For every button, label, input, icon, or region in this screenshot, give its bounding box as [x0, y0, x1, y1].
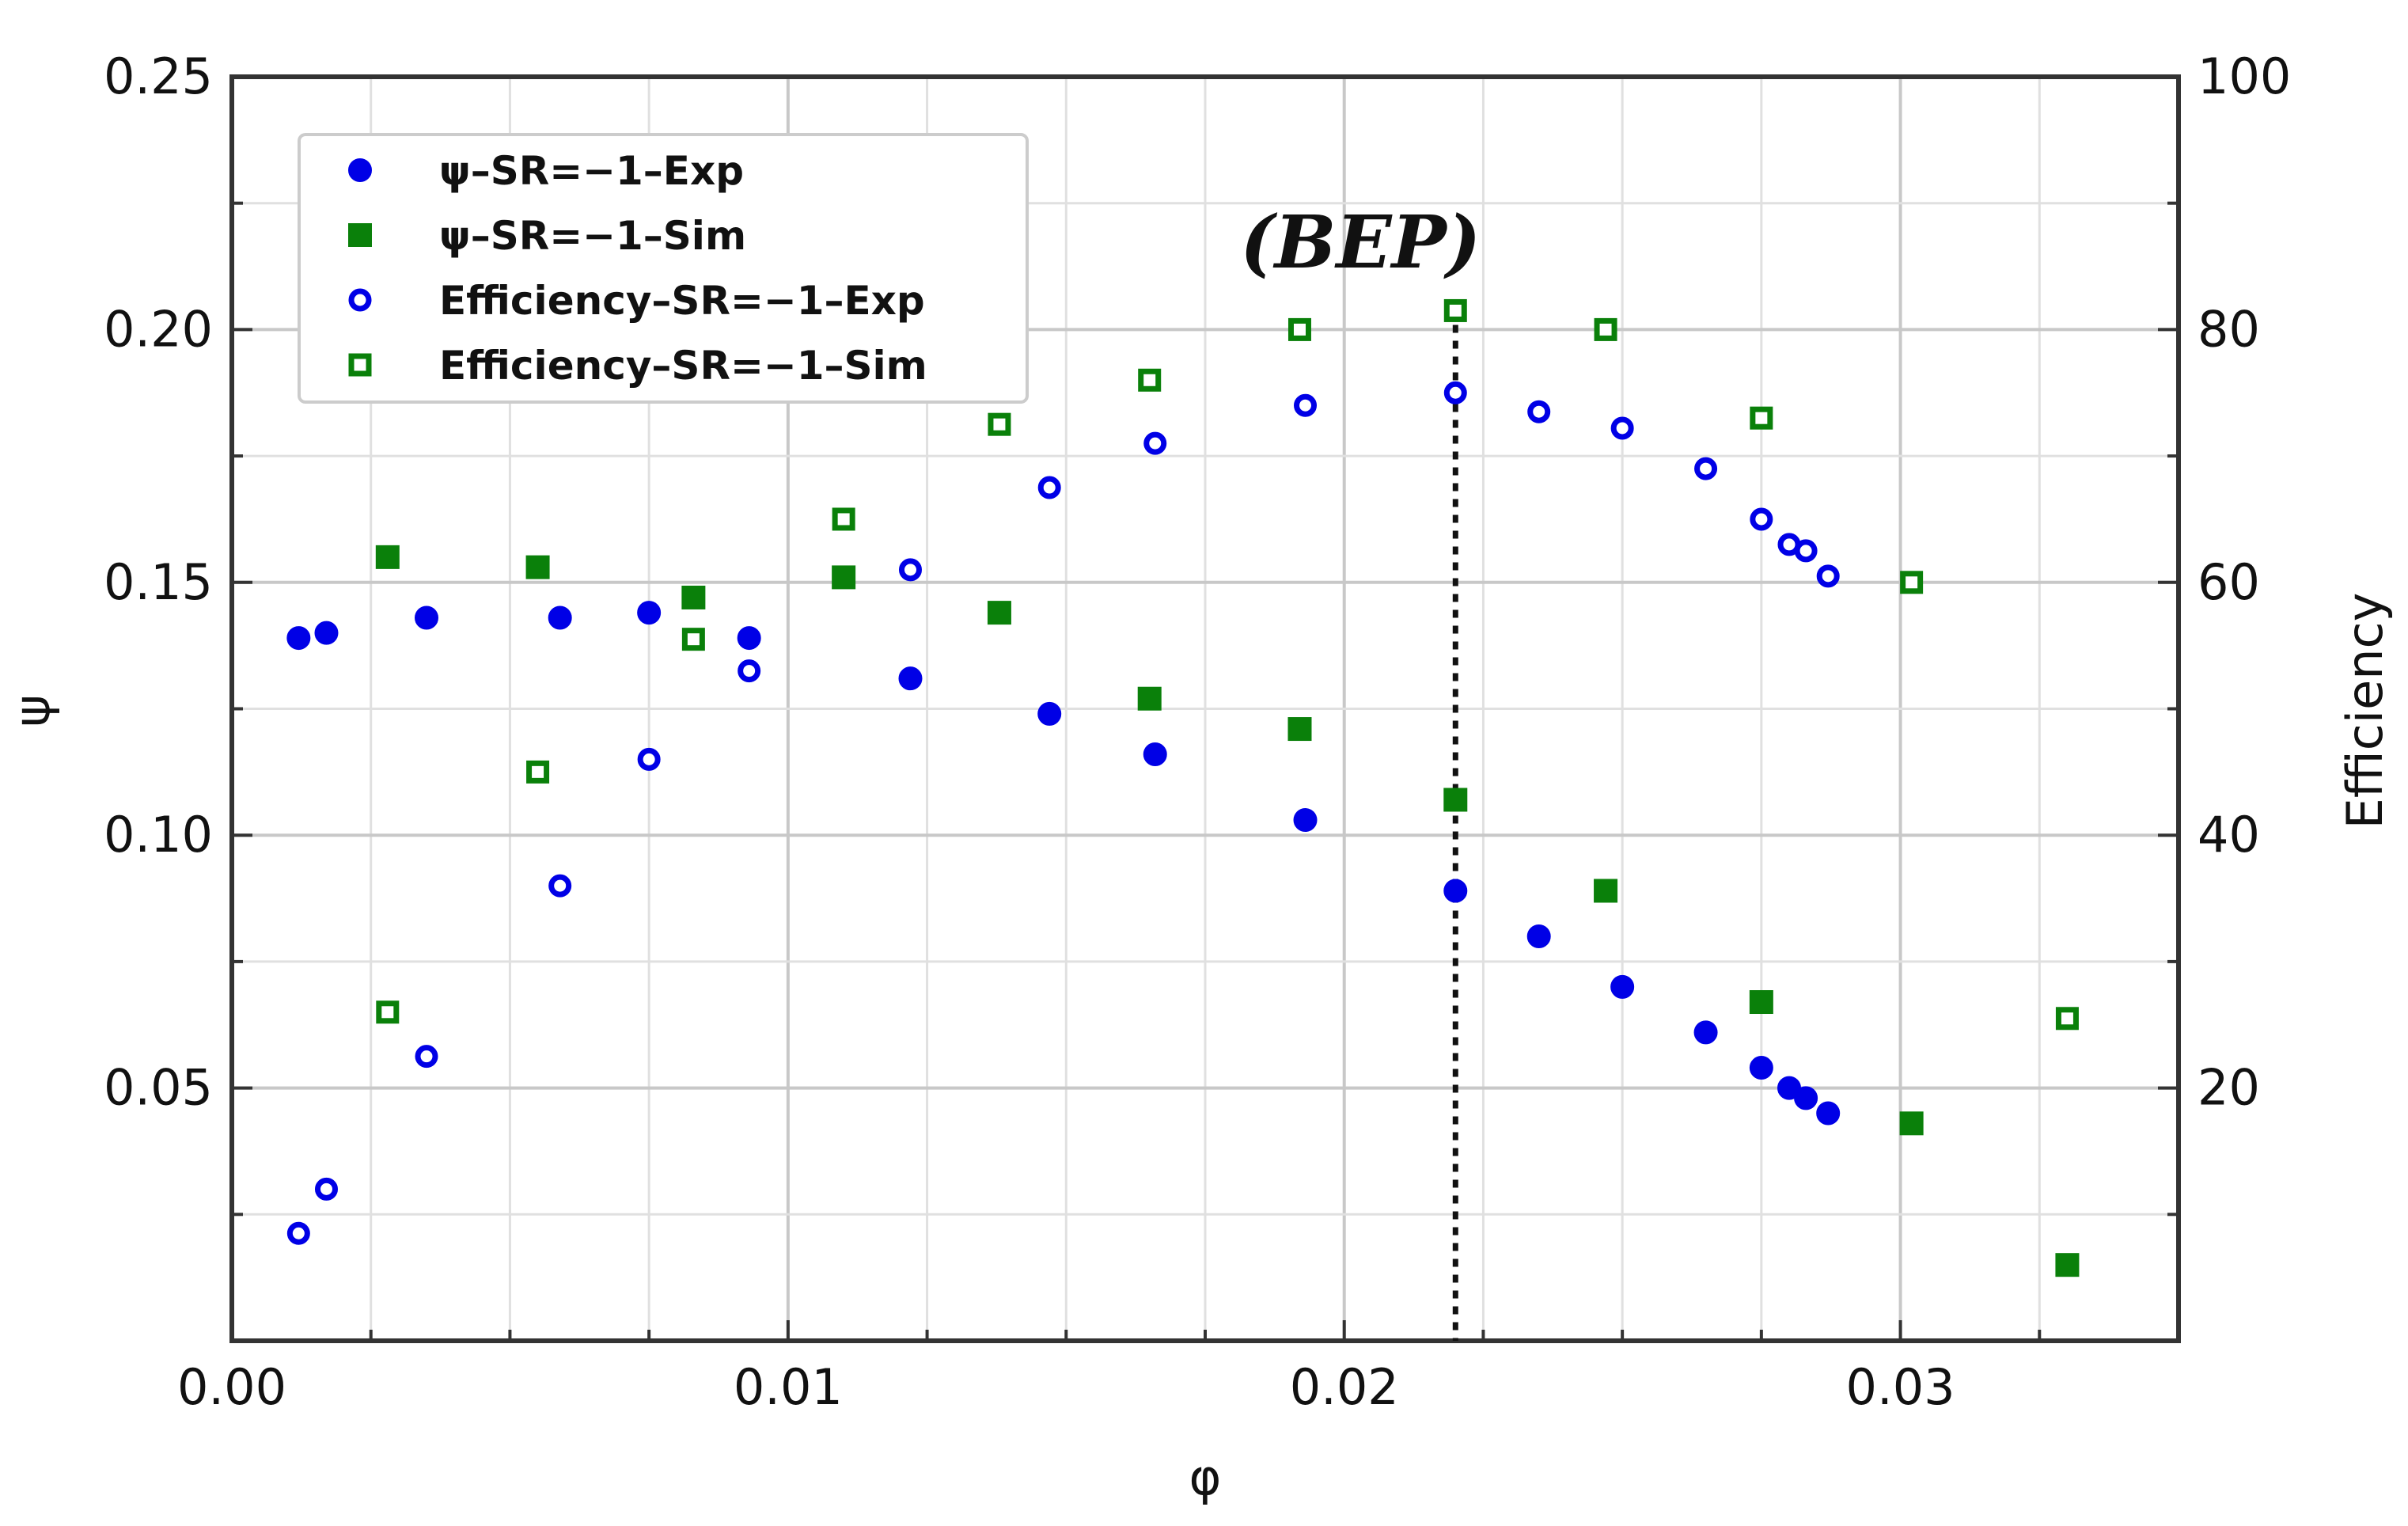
square-point	[681, 585, 706, 609]
square-point	[525, 555, 550, 579]
circle-point	[898, 666, 923, 691]
y2-tick-label: 40	[2198, 806, 2260, 864]
legend-items: ψ–SR=−1–Exp ψ–SR=−1–Sim Efficiency–SR=−1–E…	[348, 148, 927, 389]
circle-point	[898, 558, 922, 582]
circle-point	[1143, 431, 1167, 455]
circle-point	[1143, 742, 1167, 766]
series-2	[286, 381, 1840, 1245]
square-point	[1594, 317, 1617, 341]
square-point	[1137, 686, 1162, 711]
legend-label: ψ–SR=−1–Sim	[439, 213, 746, 259]
y2-tick-label: 100	[2198, 47, 2291, 105]
legend-box	[298, 133, 1029, 404]
y2-axis-title: Efficiency	[2336, 593, 2394, 829]
square-point	[987, 601, 1011, 625]
legend-label: Efficiency–SR=−1–Exp	[439, 278, 925, 324]
square-point	[1899, 1111, 1924, 1136]
square-point	[2055, 1007, 2079, 1031]
square-point	[1138, 368, 1162, 392]
circle-point	[1749, 1056, 1773, 1080]
square-point	[375, 545, 400, 569]
circle-point	[314, 1177, 338, 1201]
x-tick-label: 0.02	[1290, 1358, 1399, 1416]
y2-tick-label: 60	[2198, 553, 2260, 611]
circle-point	[1443, 879, 1468, 903]
circle-point	[286, 1221, 310, 1245]
tick-labels: 0.00 0.01 0.02 0.03 0.05 0.10 0.15 0.20 0.25 20 40…	[104, 47, 2291, 1416]
circle-point	[1294, 393, 1318, 417]
legend-marker	[348, 223, 372, 247]
square-point	[681, 628, 705, 651]
square-point	[988, 412, 1011, 436]
circle-point	[1293, 808, 1318, 833]
y-axis-title: ψ	[3, 695, 61, 727]
circle-point	[1610, 416, 1634, 440]
circle-point	[1794, 539, 1818, 563]
square-point	[1443, 298, 1467, 322]
square-point	[2055, 1253, 2080, 1277]
circle-point	[1610, 974, 1635, 999]
legend: ψ–SR=−1–Exp ψ–SR=−1–Sim Efficiency–SR=−1–E…	[298, 133, 1029, 404]
legend-marker	[348, 158, 372, 182]
circle-point	[1794, 1086, 1818, 1110]
legend-label: ψ–SR=−1–Exp	[439, 148, 744, 194]
y-tick-label: 0.20	[104, 300, 213, 358]
circle-point	[1526, 924, 1551, 948]
circle-point	[1694, 457, 1718, 480]
y-tick-label: 0.05	[104, 1059, 213, 1117]
circle-point	[637, 747, 661, 771]
circle-point	[637, 601, 662, 625]
circle-point	[1816, 1101, 1841, 1126]
y-tick-label: 0.10	[104, 806, 213, 864]
y-tick-label: 0.25	[104, 47, 213, 105]
circle-point	[738, 659, 761, 683]
circle-point	[1037, 476, 1061, 499]
data-markers	[286, 298, 2080, 1277]
circle-point	[1527, 400, 1551, 423]
circle-point	[286, 626, 311, 651]
square-point	[1750, 406, 1773, 430]
y-tick-label: 0.15	[104, 553, 213, 611]
x-axis-title: φ	[1189, 1448, 1222, 1506]
bep-annotation: (BEP)	[1240, 199, 1481, 285]
square-point	[1287, 717, 1312, 742]
series-0	[286, 601, 1841, 1126]
plot-frame	[229, 74, 2181, 1343]
circle-point	[415, 1045, 438, 1069]
legend-label: Efficiency–SR=−1–Sim	[439, 343, 927, 389]
circle-point	[548, 605, 572, 630]
square-point	[1594, 879, 1618, 903]
legend-marker	[348, 288, 372, 312]
circle-point	[1443, 381, 1467, 404]
x-tick-label: 0.00	[177, 1358, 286, 1416]
circle-point	[548, 874, 572, 898]
x-tick-label: 0.03	[1846, 1358, 1955, 1416]
square-point	[1443, 788, 1468, 812]
legend-marker	[348, 353, 372, 377]
square-point	[376, 1000, 400, 1024]
circle-point	[314, 621, 339, 645]
square-point	[1900, 571, 1924, 594]
y2-tick-label: 80	[2198, 300, 2260, 358]
series-3	[376, 298, 2079, 1031]
circle-point	[737, 626, 761, 651]
series-1	[375, 545, 2080, 1277]
square-point	[832, 507, 855, 531]
circle-point	[415, 605, 438, 630]
circle-point	[1816, 564, 1840, 588]
x-tick-label: 0.01	[734, 1358, 843, 1416]
square-point	[1749, 990, 1773, 1015]
circle-point	[1750, 507, 1773, 531]
y2-tick-label: 20	[2198, 1059, 2260, 1117]
circle-point	[1693, 1020, 1718, 1045]
circle-point	[1037, 701, 1062, 726]
square-point	[1287, 317, 1311, 341]
square-point	[832, 565, 856, 590]
square-point	[526, 760, 550, 784]
